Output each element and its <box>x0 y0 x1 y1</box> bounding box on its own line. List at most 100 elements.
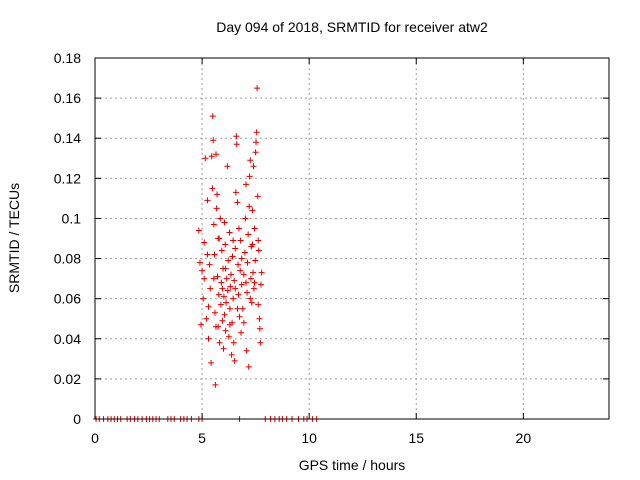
data-point <box>228 351 235 358</box>
y-tick-label: 0.16 <box>54 90 81 106</box>
data-point <box>255 247 262 254</box>
data-point <box>221 311 228 318</box>
data-point <box>239 305 246 312</box>
data-point <box>214 273 221 280</box>
data-point <box>251 225 258 232</box>
data-point <box>247 275 254 282</box>
data-point <box>245 231 252 238</box>
data-point <box>205 303 212 310</box>
data-point <box>208 153 215 160</box>
data-point <box>217 215 224 222</box>
data-point <box>230 339 237 346</box>
y-tick-labels: 0 0.02 0.04 0.06 0.08 0.1 0.12 0.14 0.16 0.18 <box>54 50 81 427</box>
y-tick-label: 0.12 <box>54 170 81 186</box>
data-point <box>212 381 219 388</box>
data-point <box>224 163 231 170</box>
data-point <box>240 319 247 326</box>
data-point <box>202 155 209 162</box>
data-point <box>227 283 234 290</box>
data-point <box>219 317 226 324</box>
y-tick-label: 0.14 <box>54 130 81 146</box>
y-tick-label: 0.04 <box>54 331 81 347</box>
data-point <box>207 285 214 292</box>
data-point <box>222 241 229 248</box>
data-point <box>210 275 217 282</box>
data-point <box>209 113 216 120</box>
data-point <box>233 141 240 148</box>
data-point <box>245 363 252 370</box>
data-point <box>204 251 211 258</box>
data-point <box>256 325 263 332</box>
data-point <box>247 295 254 302</box>
data-point <box>211 309 218 316</box>
data-point <box>240 271 247 278</box>
data-point <box>238 255 245 262</box>
y-tick-label: 0.1 <box>62 210 82 226</box>
x-tick-labels: 0 5 10 15 20 <box>91 430 531 446</box>
data-point <box>210 137 217 144</box>
data-point <box>198 321 205 328</box>
data-point <box>206 261 213 268</box>
data-point <box>235 291 242 298</box>
y-tick-label: 0.02 <box>54 371 81 387</box>
data-points <box>93 85 320 422</box>
data-point <box>243 347 250 354</box>
data-point <box>244 289 251 296</box>
data-point <box>258 269 265 276</box>
data-point <box>254 193 261 200</box>
data-point <box>237 237 244 244</box>
data-point <box>235 225 242 232</box>
data-point <box>246 203 253 210</box>
data-point <box>220 293 227 300</box>
x-tick-label: 15 <box>408 430 424 446</box>
data-point <box>222 265 229 272</box>
data-point <box>215 235 222 242</box>
data-point <box>237 267 244 274</box>
data-point <box>234 305 241 312</box>
data-point <box>253 129 260 136</box>
data-point <box>244 259 251 266</box>
data-point <box>223 299 230 306</box>
data-point <box>214 191 221 198</box>
data-point <box>218 279 225 286</box>
data-point <box>253 139 260 146</box>
data-point <box>252 149 259 156</box>
data-point <box>225 333 232 340</box>
y-tick-label: 0.18 <box>54 50 81 66</box>
data-point <box>203 315 210 322</box>
data-point <box>255 237 262 244</box>
data-point <box>211 251 218 258</box>
data-point <box>231 277 238 284</box>
data-point <box>201 275 208 282</box>
data-point <box>249 241 256 248</box>
data-point <box>218 247 225 254</box>
data-point <box>230 237 237 244</box>
data-point <box>233 133 240 140</box>
data-point <box>215 291 222 298</box>
y-tick-label: 0.08 <box>54 251 81 267</box>
data-point <box>247 157 254 164</box>
data-point <box>232 285 239 292</box>
data-point <box>250 285 257 292</box>
data-point <box>238 281 245 288</box>
data-point <box>213 205 220 212</box>
data-point <box>241 249 248 256</box>
x-tick-label: 5 <box>198 430 206 446</box>
x-axis-label: GPS time / hours <box>299 457 406 473</box>
x-tick-label: 20 <box>516 430 532 446</box>
plot-frame <box>94 57 610 420</box>
data-point <box>257 339 264 346</box>
data-point <box>232 189 239 196</box>
data-point <box>225 257 232 264</box>
data-point <box>250 163 257 170</box>
data-point <box>249 207 256 214</box>
y-axis-label: SRMTID / TECUs <box>6 183 22 293</box>
axis-ticks <box>94 57 609 420</box>
data-point <box>196 259 203 266</box>
data-point <box>226 305 233 312</box>
data-point <box>226 321 233 328</box>
data-point <box>201 239 208 246</box>
data-point <box>205 335 212 342</box>
data-point <box>200 295 207 302</box>
